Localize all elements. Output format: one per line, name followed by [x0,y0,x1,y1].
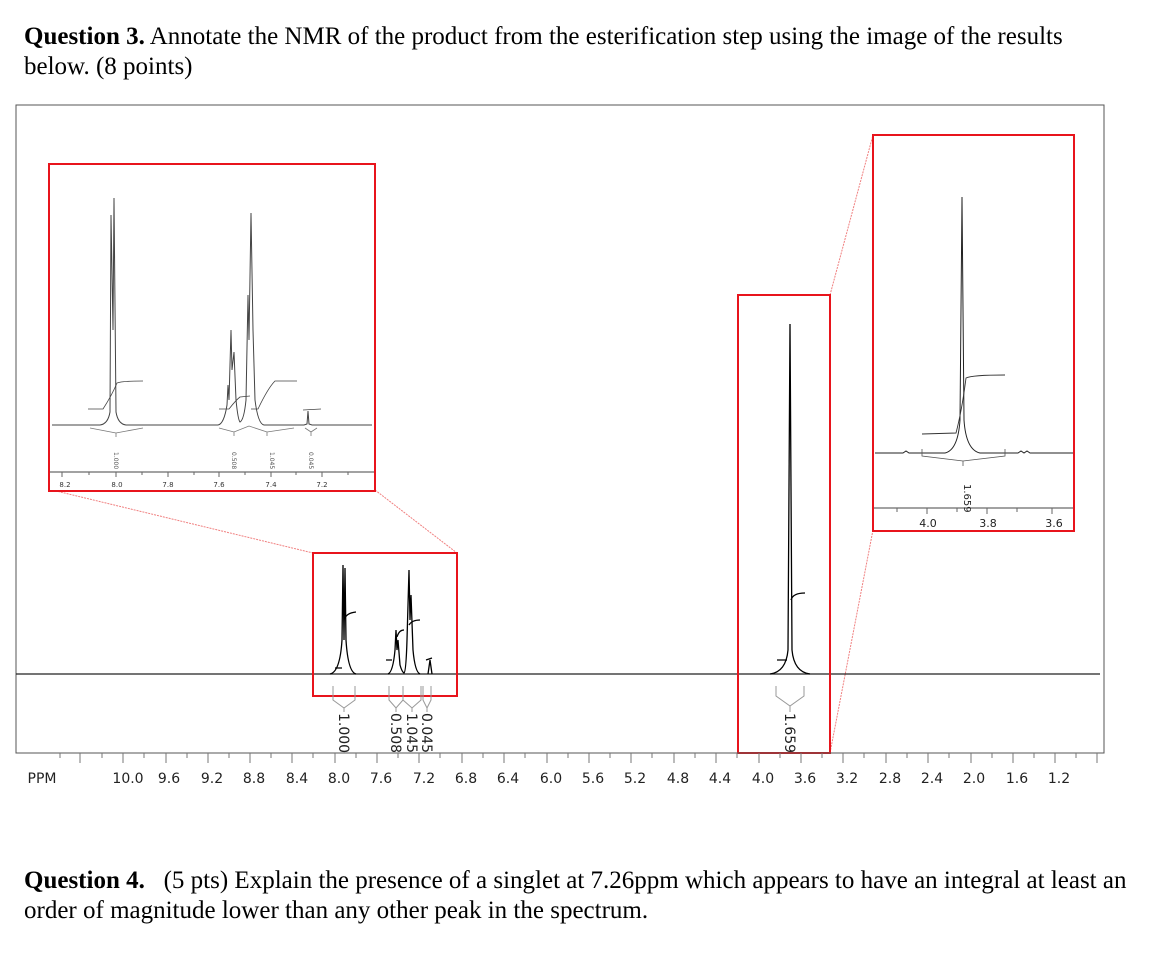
methyl-peak [769,323,811,675]
tick-label: 4.4 [709,771,731,787]
integral-label: 1.045 [403,713,419,753]
axis-unit-label: PPM [28,771,57,787]
inset-aromatic: 8.2 8.0 7.8 7.6 7.4 7.2 1.000 0.508 1.04… [48,163,376,492]
question-4-number: Question 4. [24,867,145,894]
tick-label: 1.2 [1048,771,1070,787]
inset-methyl: 4.0 3.8 3.6 1.659 [872,134,1075,532]
inset-tick-label: 7.2 [316,481,327,489]
inset-integral-label: 0.045 [307,452,314,469]
integral-label: 1.000 [335,713,351,753]
tick-label: 8.4 [286,771,308,787]
inset-tick-label: 3.6 [1045,517,1063,530]
tick-label: 9.2 [201,771,223,787]
tick-label: 1.6 [1006,771,1028,787]
question-3-number: Question 3. [24,23,145,50]
tick-label: 5.2 [624,771,646,787]
inset-tick-label: 4.0 [919,517,937,530]
tick-label: 3.6 [794,771,816,787]
tick-label: 2.0 [963,771,985,787]
zoom-connectors [51,134,874,754]
x-axis-labels: PPM 10.0 9.6 9.2 8.8 8.4 8.0 7.6 7.2 6.8… [28,771,1071,787]
inset-tick-label: 7.8 [162,481,173,489]
integral-brackets [332,686,805,712]
tick-label: 8.8 [243,771,265,787]
question-3: Question 3. Annotate the NMR of the prod… [24,22,1134,82]
question-4: Question 4. (5 pts) Explain the presence… [24,866,1134,926]
tick-label: 6.8 [455,771,477,787]
inset-integral-label: 1.045 [268,452,275,469]
inset-tick-label: 8.2 [59,481,70,489]
inset-tick-label: 7.6 [213,481,225,489]
tick-label: 6.0 [540,771,562,787]
inset-tick-label: 8.0 [111,481,122,489]
integral-label: 0.045 [418,713,434,753]
inset-tick-label: 3.8 [979,517,997,530]
tick-label: 7.2 [413,771,435,787]
tick-label: 5.6 [582,771,604,787]
inset-integral-label: 1.659 [961,484,972,513]
tick-label: 6.4 [497,771,519,787]
question-3-text: Annotate the NMR of the product from the… [24,23,1063,80]
aromatic-highlight-box [312,552,458,697]
tick-label: 2.4 [921,771,943,787]
inset-tick-label: 7.4 [265,481,277,489]
integral-label: 1.659 [781,713,797,753]
inset-integral-label: 0.508 [230,452,237,469]
tick-label: 7.6 [370,771,392,787]
integral-label: 0.508 [387,713,403,753]
tick-label: 9.6 [158,771,180,787]
tick-label: 4.8 [667,771,689,787]
aromatic-peaks [329,564,433,675]
x-axis-ticks [59,753,1098,763]
tick-label: 8.0 [328,771,350,787]
methyl-highlight-box [737,294,831,754]
tick-label: 3.2 [836,771,858,787]
inset-integral-label: 1.000 [112,452,119,469]
tick-label: 2.8 [879,771,901,787]
question-4-text: (5 pts) Explain the presence of a single… [24,867,1133,924]
tick-label: 10.0 [112,771,143,787]
tick-label: 4.0 [752,771,774,787]
